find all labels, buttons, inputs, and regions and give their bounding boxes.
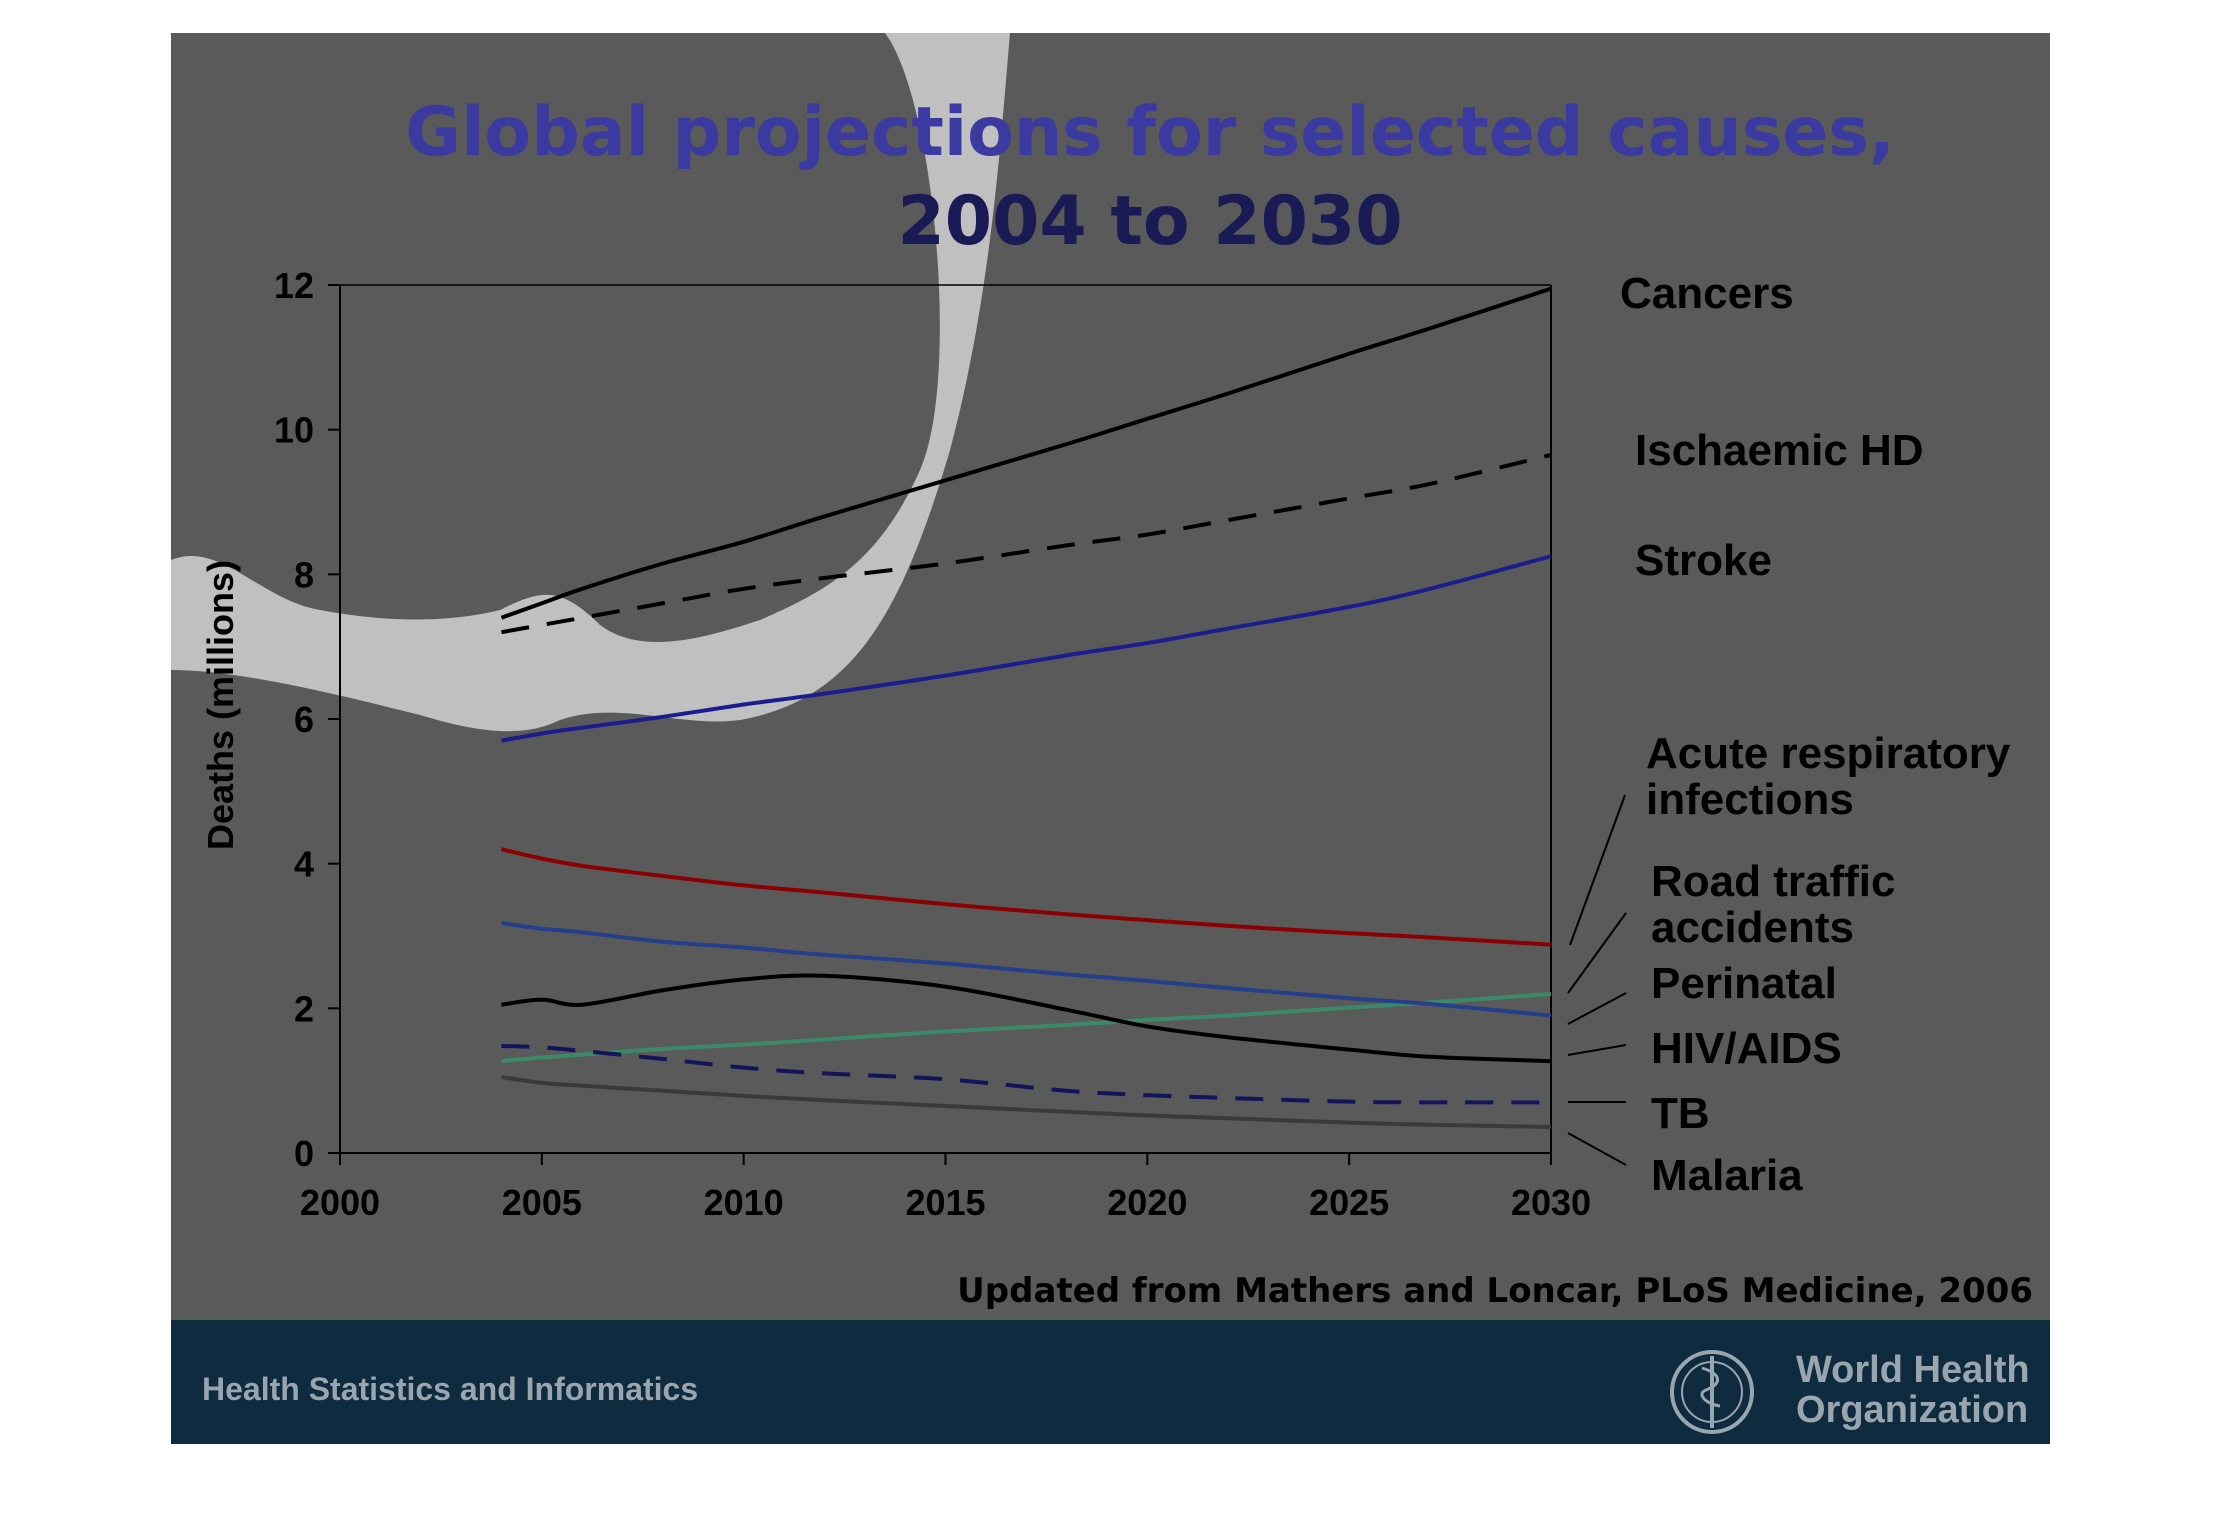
series-line-stroke — [501, 554, 1552, 743]
chart-title-line2: 2004 to 2030 — [897, 182, 1402, 261]
label-cancers: Cancers — [1620, 269, 1794, 318]
series-line-hiv-aids — [501, 973, 1552, 1064]
series-line-cancers — [500, 286, 1552, 620]
x-tick-label: 2020 — [1107, 1182, 1187, 1223]
source-note: Updated from Mathers and Loncar, PLoS Me… — [957, 1271, 2033, 1311]
x-tick-label: 2015 — [905, 1182, 985, 1223]
y-tick-label: 4 — [294, 844, 314, 885]
x-tick-label: 2005 — [502, 1182, 582, 1223]
leader-line-road-traffic-accidents — [1567, 912, 1627, 994]
axis-ticks: 0 2 4 6 8 10 12 2000 2005 2010 2015 2020 2025 2030 — [274, 265, 1591, 1223]
series-line-acute-respiratory-infections — [501, 847, 1552, 947]
series-line-tb — [501, 1043, 1552, 1105]
y-tick-label: 12 — [274, 265, 314, 306]
series-labels: Cancers Ischaemic HD Stroke Acute respirato… — [1567, 269, 2011, 1200]
y-tick-label: 6 — [294, 699, 314, 740]
series-line-perinatal — [501, 921, 1552, 1018]
label-hiv-aids: HIV/AIDS — [1651, 1024, 1842, 1073]
footer-department: Health Statistics and Informatics — [202, 1371, 698, 1407]
y-tick-label: 8 — [294, 554, 314, 595]
leader-line-perinatal — [1567, 992, 1627, 1025]
y-axis-title: Deaths (millions) — [200, 560, 241, 850]
label-perinatal: Perinatal — [1651, 959, 1837, 1008]
label-tb: TB — [1651, 1089, 1710, 1138]
label-stroke: Stroke — [1635, 536, 1772, 585]
chart-title-line1: Global projections for selected causes, — [405, 93, 1894, 172]
swoosh-decoration — [171, 33, 1010, 732]
label-road-traffic-accidents: accidents — [1651, 903, 1854, 952]
label-road-traffic-accidents: Road traffic — [1651, 857, 1895, 906]
series-lines — [500, 286, 1552, 1129]
series-line-ischaemic-hd — [501, 453, 1552, 635]
y-tick-label: 2 — [294, 988, 314, 1029]
leader-line-malaria — [1567, 1132, 1627, 1166]
label-ischaemic-hd: Ischaemic HD — [1635, 426, 1924, 475]
org-name-line2: Organization — [1796, 1389, 2028, 1431]
leader-line-hiv-aids — [1567, 1044, 1627, 1056]
leader-line-acute-respiratory-infections — [1569, 794, 1626, 946]
series-line-malaria — [501, 1075, 1552, 1129]
who-emblem-icon — [1670, 1350, 1754, 1434]
x-tick-label: 2010 — [704, 1182, 784, 1223]
label-acute-respiratory-infections: Acute respiratory — [1646, 729, 2011, 778]
y-tick-label: 10 — [274, 410, 314, 451]
y-tick-label: 0 — [294, 1133, 314, 1174]
x-tick-label: 2025 — [1309, 1182, 1389, 1223]
x-tick-label: 2000 — [300, 1182, 380, 1223]
org-name-line1: World Health — [1796, 1349, 2030, 1391]
label-malaria: Malaria — [1651, 1151, 1803, 1200]
x-tick-label: 2030 — [1511, 1182, 1591, 1223]
label-acute-respiratory-infections: infections — [1646, 775, 1854, 824]
